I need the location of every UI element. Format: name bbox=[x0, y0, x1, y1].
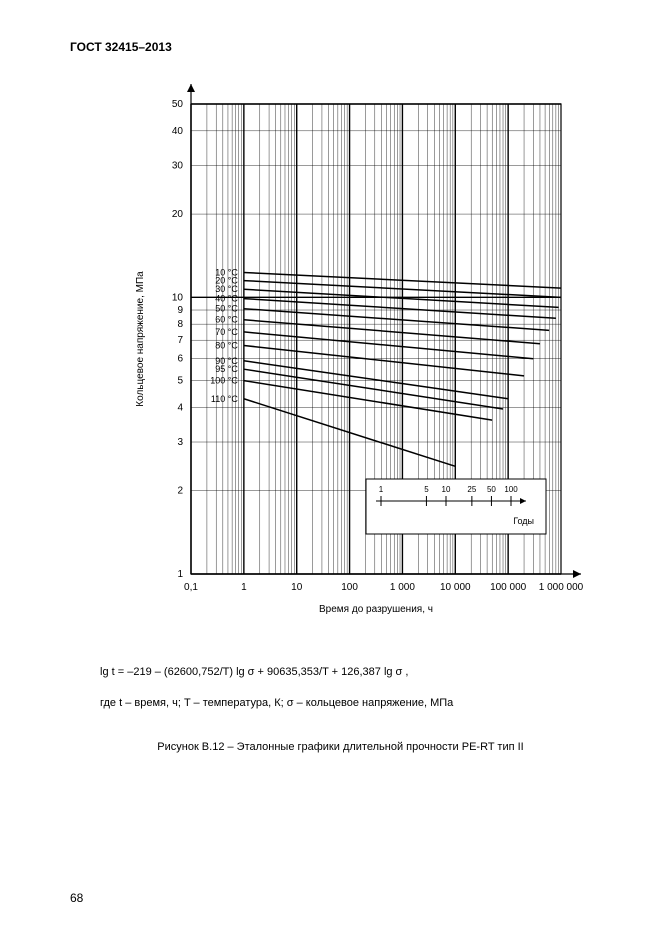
svg-text:2: 2 bbox=[177, 486, 183, 497]
svg-text:40 °C: 40 °C bbox=[215, 294, 238, 304]
svg-text:5: 5 bbox=[424, 485, 429, 494]
svg-text:10 000: 10 000 bbox=[439, 582, 470, 593]
page: ГОСТ 32415–2013 0,11101001 00010 000100 … bbox=[0, 0, 661, 935]
svg-text:3: 3 bbox=[177, 437, 183, 448]
equation-text: lg t = –219 – (62600,752/T) lg σ + 90635… bbox=[100, 664, 611, 681]
svg-text:Время до разрушения, ч: Время до разрушения, ч bbox=[319, 604, 433, 615]
svg-text:50: 50 bbox=[486, 485, 495, 494]
svg-text:50 °C: 50 °C bbox=[215, 304, 238, 314]
svg-text:4: 4 bbox=[177, 402, 183, 413]
svg-text:0,1: 0,1 bbox=[184, 582, 198, 593]
svg-text:30: 30 bbox=[171, 160, 183, 171]
svg-text:80 °C: 80 °C bbox=[215, 340, 238, 350]
svg-text:50: 50 bbox=[171, 99, 183, 110]
svg-text:1 000: 1 000 bbox=[389, 582, 414, 593]
svg-text:110 °C: 110 °C bbox=[210, 394, 237, 404]
svg-text:100: 100 bbox=[341, 582, 358, 593]
svg-text:40: 40 bbox=[171, 126, 183, 137]
svg-text:1: 1 bbox=[241, 582, 247, 593]
svg-text:10: 10 bbox=[171, 292, 183, 303]
svg-text:8: 8 bbox=[177, 319, 183, 330]
svg-text:100 °C: 100 °C bbox=[210, 376, 238, 386]
figure-caption: Рисунок В.12 – Эталонные графики длитель… bbox=[70, 741, 611, 753]
svg-text:95 °C: 95 °C bbox=[215, 364, 238, 374]
svg-text:20: 20 bbox=[171, 209, 183, 220]
definitions-text: где t – время, ч; T – температура, К; σ … bbox=[100, 695, 611, 712]
svg-text:10: 10 bbox=[441, 485, 450, 494]
svg-text:Кольцевое напряжение, МПа: Кольцевое напряжение, МПа bbox=[135, 271, 146, 407]
svg-text:100: 100 bbox=[504, 485, 518, 494]
standard-header: ГОСТ 32415–2013 bbox=[70, 40, 611, 54]
svg-text:5: 5 bbox=[177, 376, 183, 387]
svg-text:25: 25 bbox=[467, 485, 476, 494]
svg-text:1: 1 bbox=[177, 569, 183, 580]
svg-text:7: 7 bbox=[177, 335, 183, 346]
svg-text:70 °C: 70 °C bbox=[215, 327, 238, 337]
svg-text:100 000: 100 000 bbox=[490, 582, 527, 593]
svg-text:10: 10 bbox=[291, 582, 303, 593]
stress-time-chart: 0,11101001 00010 000100 0001 000 0001234… bbox=[81, 84, 601, 644]
page-number: 68 bbox=[70, 891, 83, 905]
svg-text:6: 6 bbox=[177, 354, 183, 365]
chart-container: 0,11101001 00010 000100 0001 000 0001234… bbox=[81, 84, 601, 644]
svg-text:Годы: Годы bbox=[513, 516, 534, 526]
svg-text:1: 1 bbox=[378, 485, 383, 494]
svg-text:9: 9 bbox=[177, 305, 183, 316]
svg-text:60 °C: 60 °C bbox=[215, 315, 238, 325]
svg-text:1 000 000: 1 000 000 bbox=[538, 582, 583, 593]
